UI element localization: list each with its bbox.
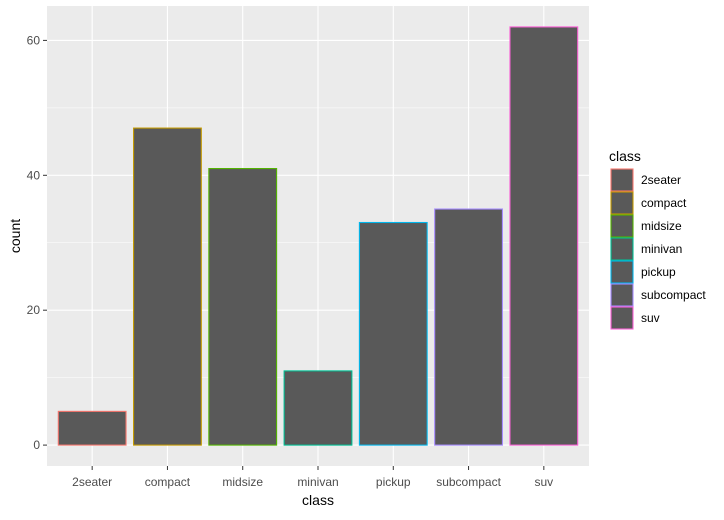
legend-key-minivan [610,237,634,261]
legend-key-suv [610,306,634,330]
x-axis: 2seater compact midsize minivan pickup subcom… [72,466,553,489]
bar-minivan [283,370,353,446]
bar-suv [509,26,579,446]
x-tick-label: pickup [376,475,411,489]
x-tick-label: compact [145,475,191,489]
bar-compact [133,127,202,446]
x-axis-title: class [302,492,334,508]
legend-title: class [609,148,641,164]
legend-label-compact: compact [641,196,687,210]
legend-label-subcompact: subcompact [641,288,706,302]
y-axis: 0 20 40 60 [27,33,47,452]
legend-key-compact [610,191,634,215]
y-axis-title: count [7,219,23,253]
legend-label-pickup: pickup [641,265,676,279]
legend-label-suv: suv [641,311,660,325]
y-tick-label: 20 [27,303,41,317]
legend-key-midsize [610,214,634,238]
bar-pickup [358,221,428,446]
x-tick-label: midsize [222,475,263,489]
y-tick-label: 60 [27,33,41,47]
legend-label-midsize: midsize [641,219,682,233]
legend-key-pickup [610,260,634,284]
x-tick-label: 2seater [72,475,112,489]
legend-items: 2seater compact midsize minivan pickup subcom… [610,168,706,330]
legend-key-2seater [610,168,634,192]
legend-label-2seater: 2seater [641,173,681,187]
bar-midsize [208,168,278,446]
y-tick-label: 40 [27,168,41,182]
legend-key-subcompact [610,283,634,307]
x-tick-label: suv [534,475,553,489]
bars [57,26,579,446]
y-tick-label: 0 [33,438,40,452]
x-tick-label: subcompact [436,475,501,489]
x-tick-label: minivan [297,475,338,489]
legend-label-minivan: minivan [641,242,682,256]
legend: class 2seater compact midsize minivan pickup… [609,148,706,330]
bar-subcompact [434,208,503,446]
bar-2seater [57,410,127,446]
